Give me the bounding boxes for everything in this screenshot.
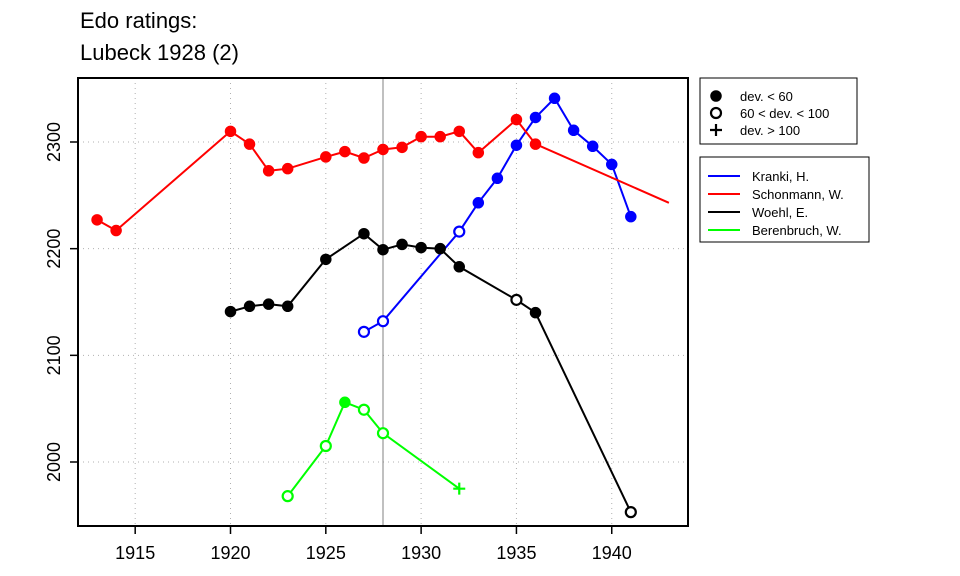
data-point (281, 490, 294, 503)
data-point (320, 151, 332, 163)
data-point (453, 225, 466, 238)
series-line (230, 232, 632, 513)
data-point (320, 253, 332, 266)
chart-title-line1: Edo ratings: (80, 8, 198, 33)
data-point (376, 315, 390, 328)
legend-players: Kranki, H. Schonmann, W. Woehl, E. Berenbru… (699, 156, 870, 243)
data-point (567, 124, 580, 137)
legend-marker-label: dev. > 100 (740, 123, 800, 138)
x-tick-label: 1940 (592, 543, 632, 563)
data-point (357, 325, 371, 338)
data-point (415, 241, 427, 254)
data-point (624, 506, 637, 519)
legend-label: Berenbruch, W. (752, 223, 842, 238)
data-point (472, 197, 485, 209)
data-point (396, 141, 408, 154)
series-woehl-e (224, 227, 637, 519)
data-point (339, 396, 351, 409)
data-point (510, 293, 523, 306)
legend-label: Woehl, E. (752, 205, 808, 220)
data-point (548, 92, 561, 105)
data-point (224, 125, 237, 138)
legend-label: Kranki, H. (752, 169, 809, 184)
data-point (243, 300, 256, 313)
y-tick-label: 2300 (44, 122, 64, 162)
data-point (710, 90, 722, 102)
x-tick-label: 1915 (115, 543, 155, 563)
x-tick-label: 1920 (210, 543, 250, 563)
data-point (91, 214, 103, 226)
series-line (286, 401, 460, 497)
data-point (319, 439, 332, 453)
legend-markers: dev. < 60 60 < dev. < 100 dev. > 100 (699, 77, 858, 145)
data-point (709, 106, 723, 120)
series-berenbruch-w (281, 396, 466, 503)
legend-marker-label: dev. < 60 (740, 89, 793, 104)
data-point (110, 224, 122, 237)
y-tick-label: 2200 (44, 229, 64, 269)
y-tick-label: 2100 (44, 335, 64, 375)
data-point (453, 482, 466, 495)
legend-box (699, 77, 858, 145)
x-tick-label: 1925 (306, 543, 346, 563)
legend-box (699, 156, 870, 243)
data-point (357, 403, 371, 416)
data-point (396, 238, 408, 251)
data-point (415, 130, 427, 143)
data-point (224, 305, 237, 318)
series-schonmann-w (91, 113, 670, 237)
data-point (281, 300, 294, 313)
data-point (586, 140, 599, 153)
data-point (510, 139, 523, 151)
data-point (529, 138, 542, 150)
data-point (710, 124, 722, 136)
x-tick-label: 1935 (496, 543, 536, 563)
chart-title-line2: Lubeck 1928 (2) (80, 40, 239, 65)
legend-marker-label: 60 < dev. < 100 (740, 106, 829, 121)
data-point (529, 111, 542, 124)
data-point (358, 152, 370, 164)
data-point (358, 227, 370, 240)
data-point (377, 243, 389, 256)
data-point (281, 162, 294, 175)
data-point (472, 146, 485, 159)
data-point (243, 138, 256, 150)
data-point (434, 242, 446, 255)
data-point (491, 172, 504, 185)
data-point (376, 427, 390, 440)
data-point (262, 165, 275, 177)
y-tick-label: 2000 (44, 442, 64, 482)
data-point (529, 306, 542, 319)
plot-frame (77, 77, 689, 527)
data-point (453, 261, 465, 273)
x-tick-label: 1930 (401, 543, 441, 563)
data-point (262, 298, 275, 310)
data-point (625, 210, 637, 223)
data-point (510, 113, 523, 126)
series-line (363, 96, 632, 333)
data-point (606, 158, 618, 171)
legend-label: Schonmann, W. (752, 187, 844, 202)
data-point (339, 145, 351, 158)
data-point (453, 125, 465, 138)
series-kranki-h (357, 92, 637, 338)
data-point (434, 130, 446, 143)
data-point (377, 143, 389, 156)
